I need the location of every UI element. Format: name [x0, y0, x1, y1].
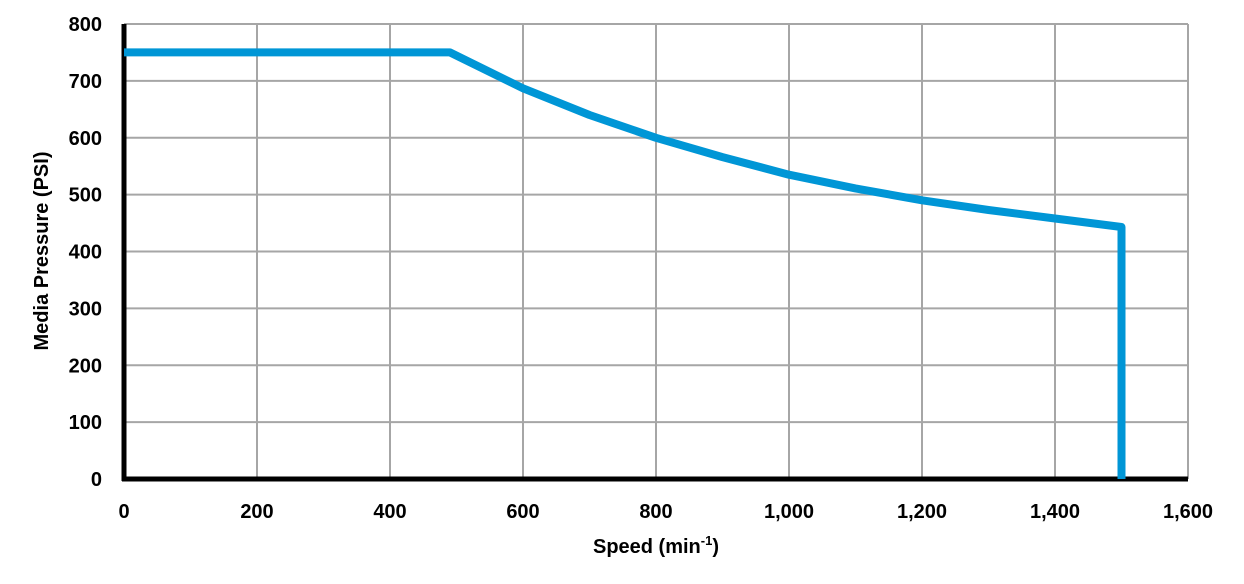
x-tick-label: 600 [506, 501, 539, 523]
grid-lines [123, 23, 1189, 480]
x-tick-label: 0 [118, 501, 129, 523]
x-tick-label: 1,600 [1163, 501, 1213, 523]
x-axis-tick-labels: 0 200 400 600 800 1,000 1,200 1,400 1,600 [118, 501, 1213, 523]
x-tick-label: 1,200 [897, 501, 947, 523]
y-axis-label: Media Pressure (PSI) [31, 152, 53, 351]
x-tick-label: 400 [373, 501, 406, 523]
series-line [124, 48, 1126, 479]
y-tick-label: 800 [69, 14, 102, 36]
axes [121, 24, 1188, 482]
x-tick-label: 1,400 [1030, 501, 1080, 523]
y-tick-label: 500 [69, 185, 102, 207]
y-tick-label: 600 [69, 128, 102, 150]
y-tick-label: 0 [91, 469, 102, 491]
y-tick-label: 200 [69, 355, 102, 377]
x-tick-label: 200 [240, 501, 273, 523]
y-tick-label: 100 [69, 412, 102, 434]
data-series [124, 48, 1126, 479]
y-axis-tick-labels: 0 100 200 300 400 500 600 700 800 [69, 14, 102, 491]
y-tick-label: 300 [69, 298, 102, 320]
x-axis-label: Speed (min-1) [593, 533, 719, 558]
y-tick-label: 400 [69, 242, 102, 264]
y-tick-label: 700 [69, 71, 102, 93]
x-tick-label: 800 [639, 501, 672, 523]
x-tick-label: 1,000 [764, 501, 814, 523]
